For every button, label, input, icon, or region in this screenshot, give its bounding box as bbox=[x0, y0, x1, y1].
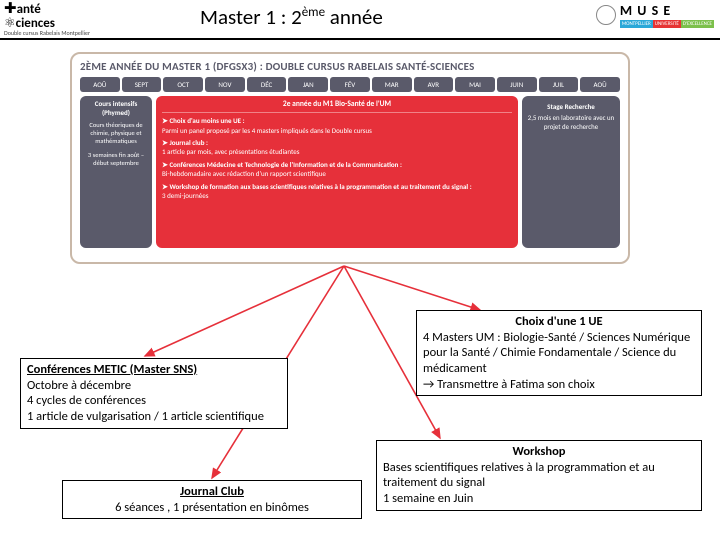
month-row: AOÛSEPTOCTNOVDÉCJANFÉVMARAVRMAIJUINJUILA… bbox=[80, 77, 620, 92]
col-m1-biosante: 2e année du M1 Bio-Santé de l'UM ➤ Choix… bbox=[156, 96, 518, 248]
month-cell: MAI bbox=[455, 77, 495, 92]
journal-title: Journal Club bbox=[180, 484, 244, 499]
logo-sante-sciences: ✚anté ⚛ciences Double cursus Rabelais Mo… bbox=[4, 2, 90, 36]
month-cell: AOÛ bbox=[80, 77, 120, 92]
month-cell: AOÛ bbox=[580, 77, 620, 92]
month-cell: MAR bbox=[372, 77, 412, 92]
choix-title: Choix d'une 1 UE bbox=[423, 314, 695, 330]
box-journal-club: Journal Club 6 séances , 1 présentation … bbox=[62, 480, 362, 519]
month-cell: DÉC bbox=[247, 77, 287, 92]
muse-text: M U S E bbox=[620, 2, 714, 19]
box-choix-ue: Choix d'une 1 UE 4 Masters UM : Biologie… bbox=[416, 310, 702, 396]
month-cell: AVR bbox=[414, 77, 454, 92]
box-conferences-metic: Conférences METIC (Master SNS) Octobre à… bbox=[20, 358, 288, 429]
muse-bar: MONTPELLIER UNIVERSITÉ D'EXCELLENCE bbox=[620, 20, 714, 28]
page-title: Master 1 : 2ème année bbox=[200, 4, 383, 30]
month-cell: JUIL bbox=[539, 77, 579, 92]
month-cell: OCT bbox=[163, 77, 203, 92]
month-cell: JUIN bbox=[497, 77, 537, 92]
logo-muse: M U S E MONTPELLIER UNIVERSITÉ D'EXCELLE… bbox=[596, 2, 714, 28]
col-stage-recherche: Stage Recherche 2,5 mois en laboratoire … bbox=[522, 96, 620, 248]
header: ✚anté ⚛ciences Double cursus Rabelais Mo… bbox=[0, 0, 720, 40]
month-cell: FÉV bbox=[330, 77, 370, 92]
diagram-columns: Cours intensifs (Phymed) Cours théorique… bbox=[80, 96, 620, 248]
box-workshop: Workshop Bases scientifiques relatives à… bbox=[376, 440, 702, 511]
month-cell: SEPT bbox=[122, 77, 162, 92]
muse-seal-icon bbox=[596, 5, 616, 25]
col-cours-intensifs: Cours intensifs (Phymed) Cours théorique… bbox=[80, 96, 152, 248]
metic-title: Conférences METIC (Master SNS) bbox=[27, 362, 197, 377]
month-cell: JAN bbox=[288, 77, 328, 92]
month-cell: NOV bbox=[205, 77, 245, 92]
workshop-title: Workshop bbox=[383, 444, 695, 460]
year-diagram: 2ÈME ANNÉE DU MASTER 1 (DFGSX3) : DOUBLE… bbox=[70, 52, 630, 264]
brand-line-1: anté bbox=[17, 2, 41, 17]
brand-subtitle: Double cursus Rabelais Montpellier bbox=[4, 30, 90, 36]
diagram-title: 2ÈME ANNÉE DU MASTER 1 (DFGSX3) : DOUBLE… bbox=[80, 60, 620, 73]
